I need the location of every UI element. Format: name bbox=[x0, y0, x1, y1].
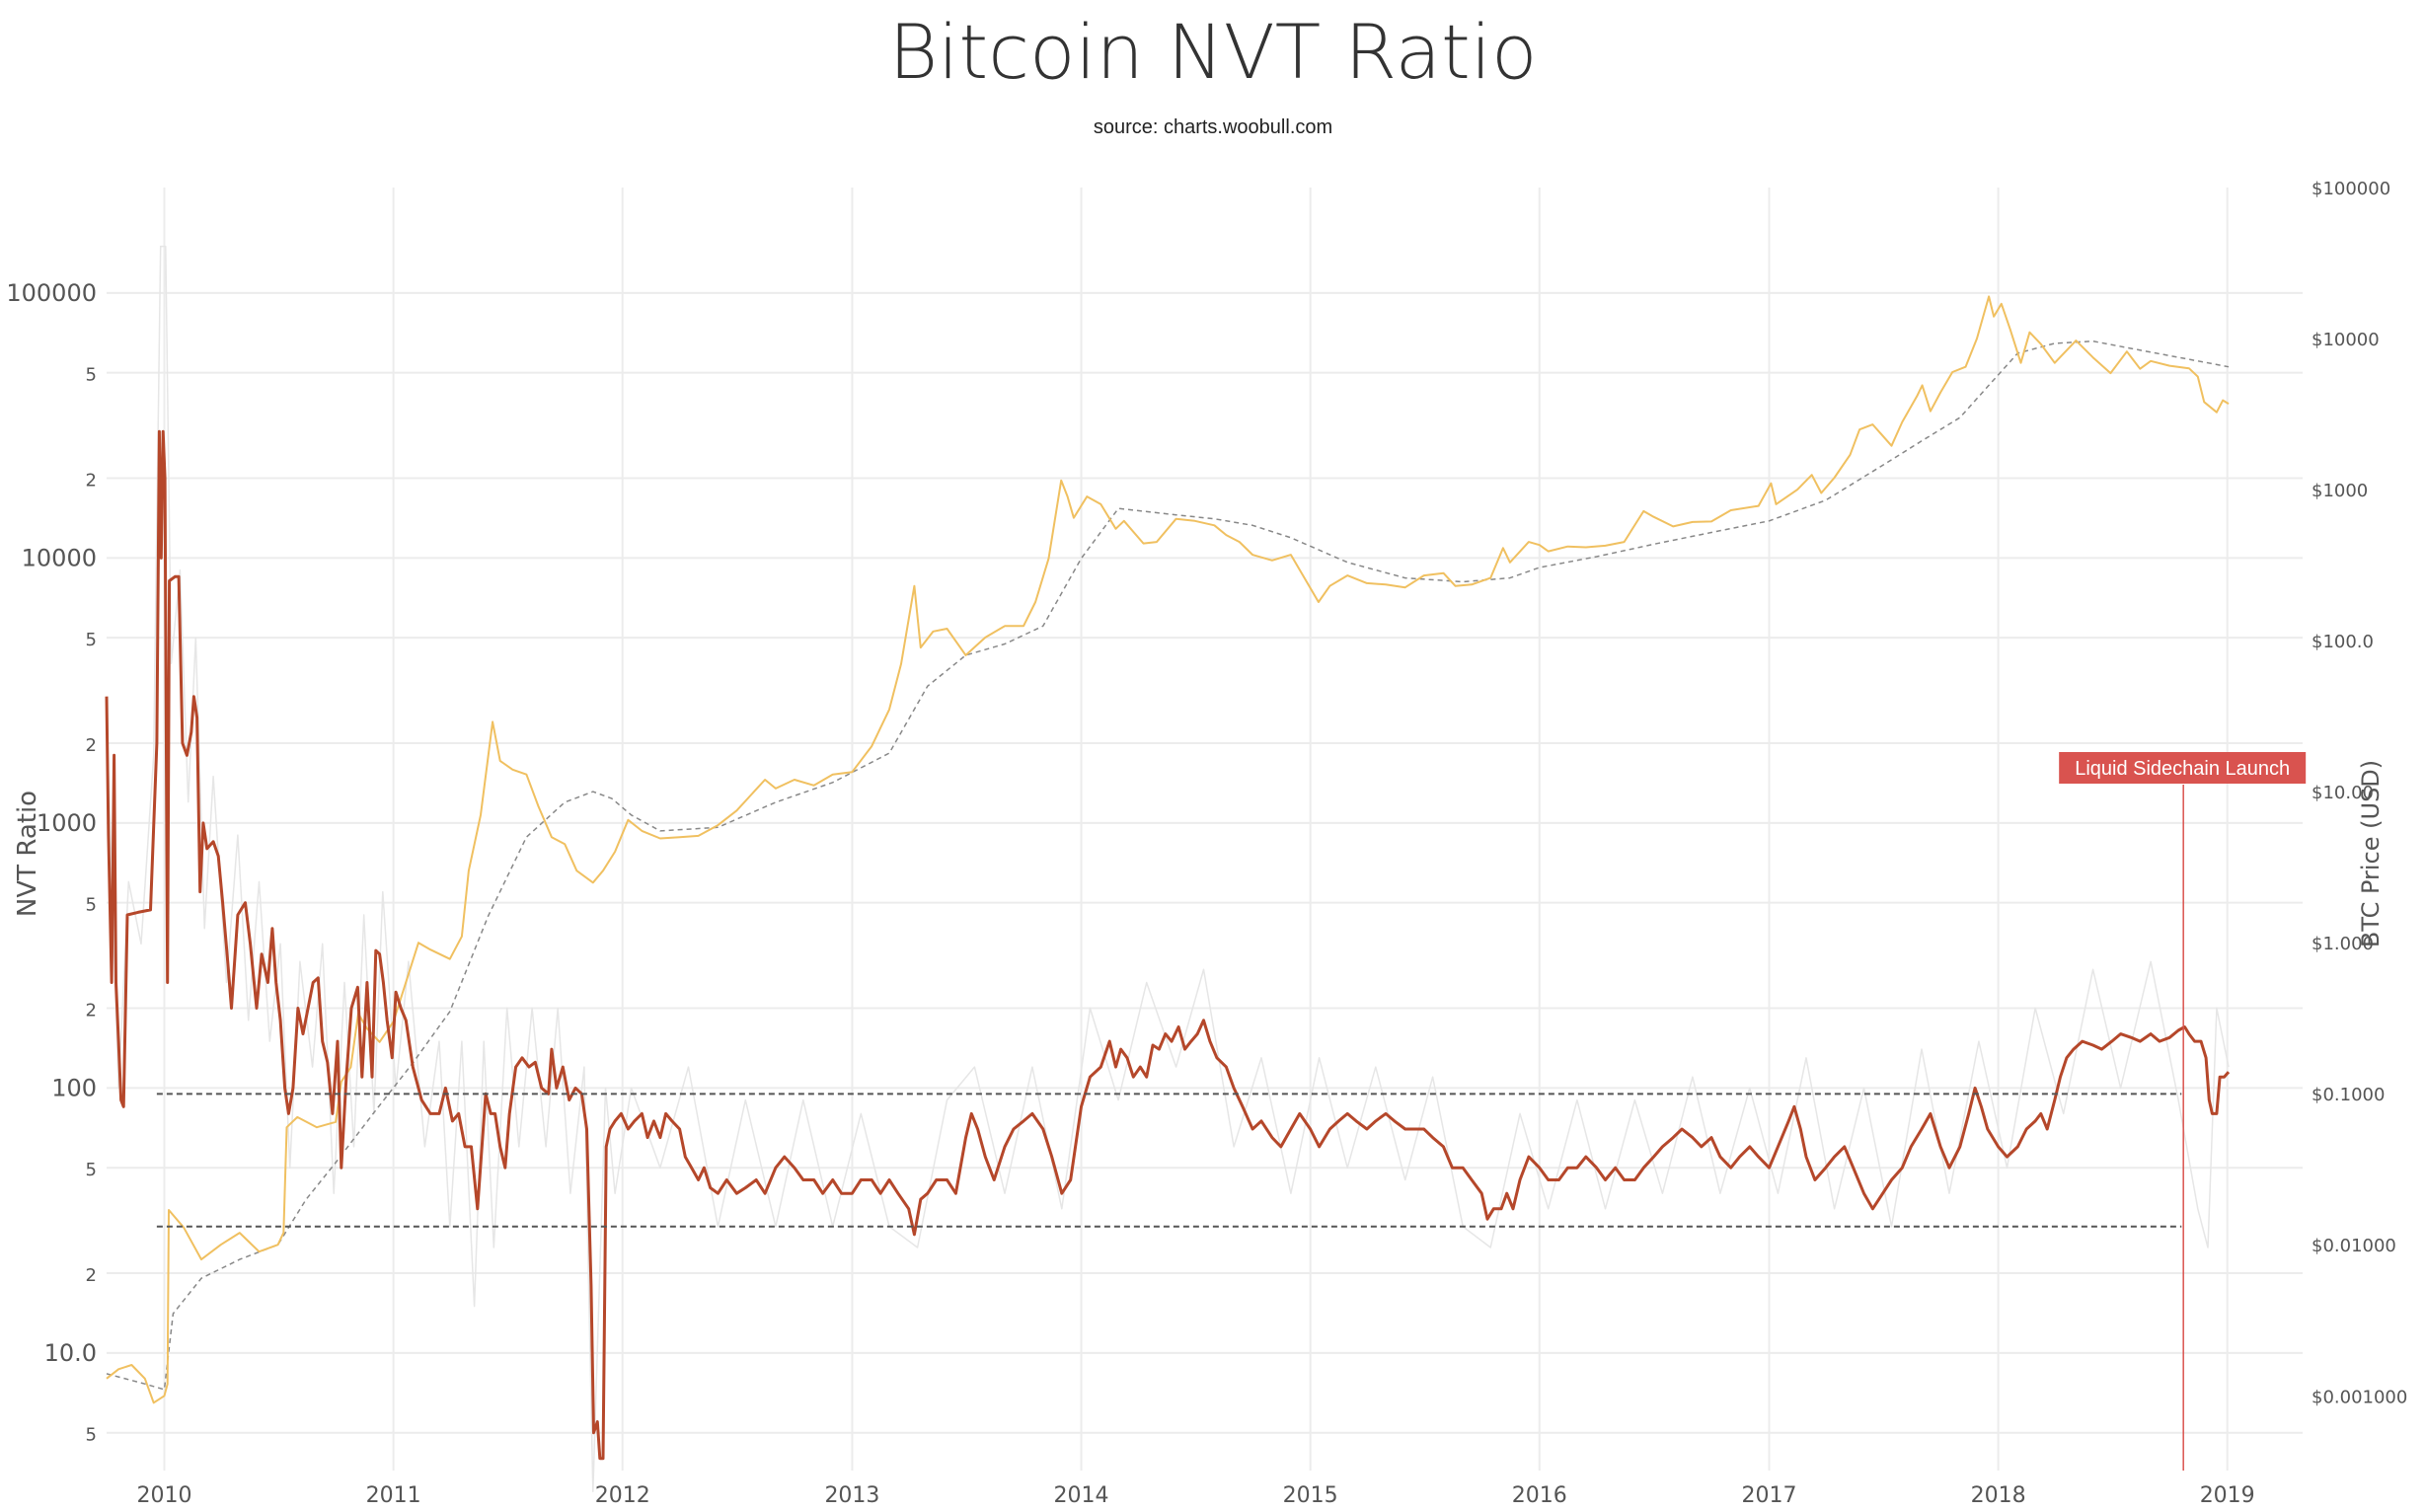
y-left-tick-label: 5 bbox=[86, 365, 97, 386]
chart-subtitle: source: charts.woobull.com bbox=[1093, 116, 1333, 138]
y-left-tick-label: 5 bbox=[86, 895, 97, 916]
y-left-tick-label: 2 bbox=[86, 735, 97, 756]
y-right-tick-label: $100000 bbox=[2312, 179, 2390, 199]
y-axis-label-right: BTC Price (USD) bbox=[2357, 760, 2385, 947]
chart-title: Bitcoin NVT Ratio bbox=[888, 8, 1538, 96]
y-right-tick-label: $0.01000 bbox=[2312, 1236, 2396, 1256]
annotation-box bbox=[2059, 752, 2307, 784]
y-left-tick-label: 1000 bbox=[37, 809, 97, 837]
y-left-tick-label: 100 bbox=[51, 1074, 97, 1101]
y-right-tick-label: $0.001000 bbox=[2312, 1387, 2407, 1407]
chart-marks: Liquid Sidechain Launch bbox=[105, 245, 2307, 1493]
y-right-tick-label: $10.00 bbox=[2312, 783, 2374, 803]
x-tick-label: 2015 bbox=[1283, 1483, 1338, 1508]
x-tick-label: 2013 bbox=[824, 1483, 879, 1508]
y-left-tick-label: 5 bbox=[86, 630, 97, 650]
nvt-raw-line bbox=[106, 245, 2230, 1493]
x-tick-label: 2012 bbox=[595, 1483, 650, 1508]
x-tick-label: 2014 bbox=[1054, 1483, 1109, 1508]
x-tick-label: 2019 bbox=[2200, 1483, 2255, 1508]
btc-price-average-line bbox=[106, 340, 2230, 1391]
x-tick-label: 2010 bbox=[137, 1483, 192, 1508]
y-left-tick-label: 100000 bbox=[6, 279, 97, 307]
y-axis-label-left: NVT Ratio bbox=[13, 791, 42, 917]
y-left-tick-label: 2 bbox=[86, 1265, 97, 1286]
y-right-tick-label: $1.000 bbox=[2312, 934, 2374, 954]
x-tick-label: 2018 bbox=[1971, 1483, 2026, 1508]
y-left-tick-label: 2 bbox=[86, 1001, 97, 1021]
y-right-tick-label: $10000 bbox=[2312, 330, 2380, 350]
y-left-tick-label: 10000 bbox=[22, 544, 97, 571]
y-right-tick-label: $0.1000 bbox=[2312, 1085, 2385, 1105]
grid-lines bbox=[107, 188, 2303, 1471]
x-tick-label: 2016 bbox=[1512, 1483, 1567, 1508]
y-right-tick-label: $1000 bbox=[2312, 481, 2368, 501]
y-left-tick-label: 5 bbox=[86, 1425, 97, 1446]
axes: 2010 2011 2012 2013 2014 2015 2016 2017 2018 2019… bbox=[6, 179, 2407, 1508]
y-right-tick-label: $100.0 bbox=[2312, 632, 2374, 652]
y-left-tick-label: 2 bbox=[86, 471, 97, 491]
x-tick-label: 2017 bbox=[1741, 1483, 1796, 1508]
annotation-label: Liquid Sidechain Launch bbox=[2075, 758, 2290, 780]
btc-price-line bbox=[106, 295, 2230, 1404]
y-left-tick-label: 10.0 bbox=[44, 1339, 97, 1367]
x-tick-label: 2011 bbox=[366, 1483, 421, 1508]
nvt-ratio-line bbox=[105, 429, 2231, 1461]
y-left-tick-label: 5 bbox=[86, 1160, 97, 1180]
